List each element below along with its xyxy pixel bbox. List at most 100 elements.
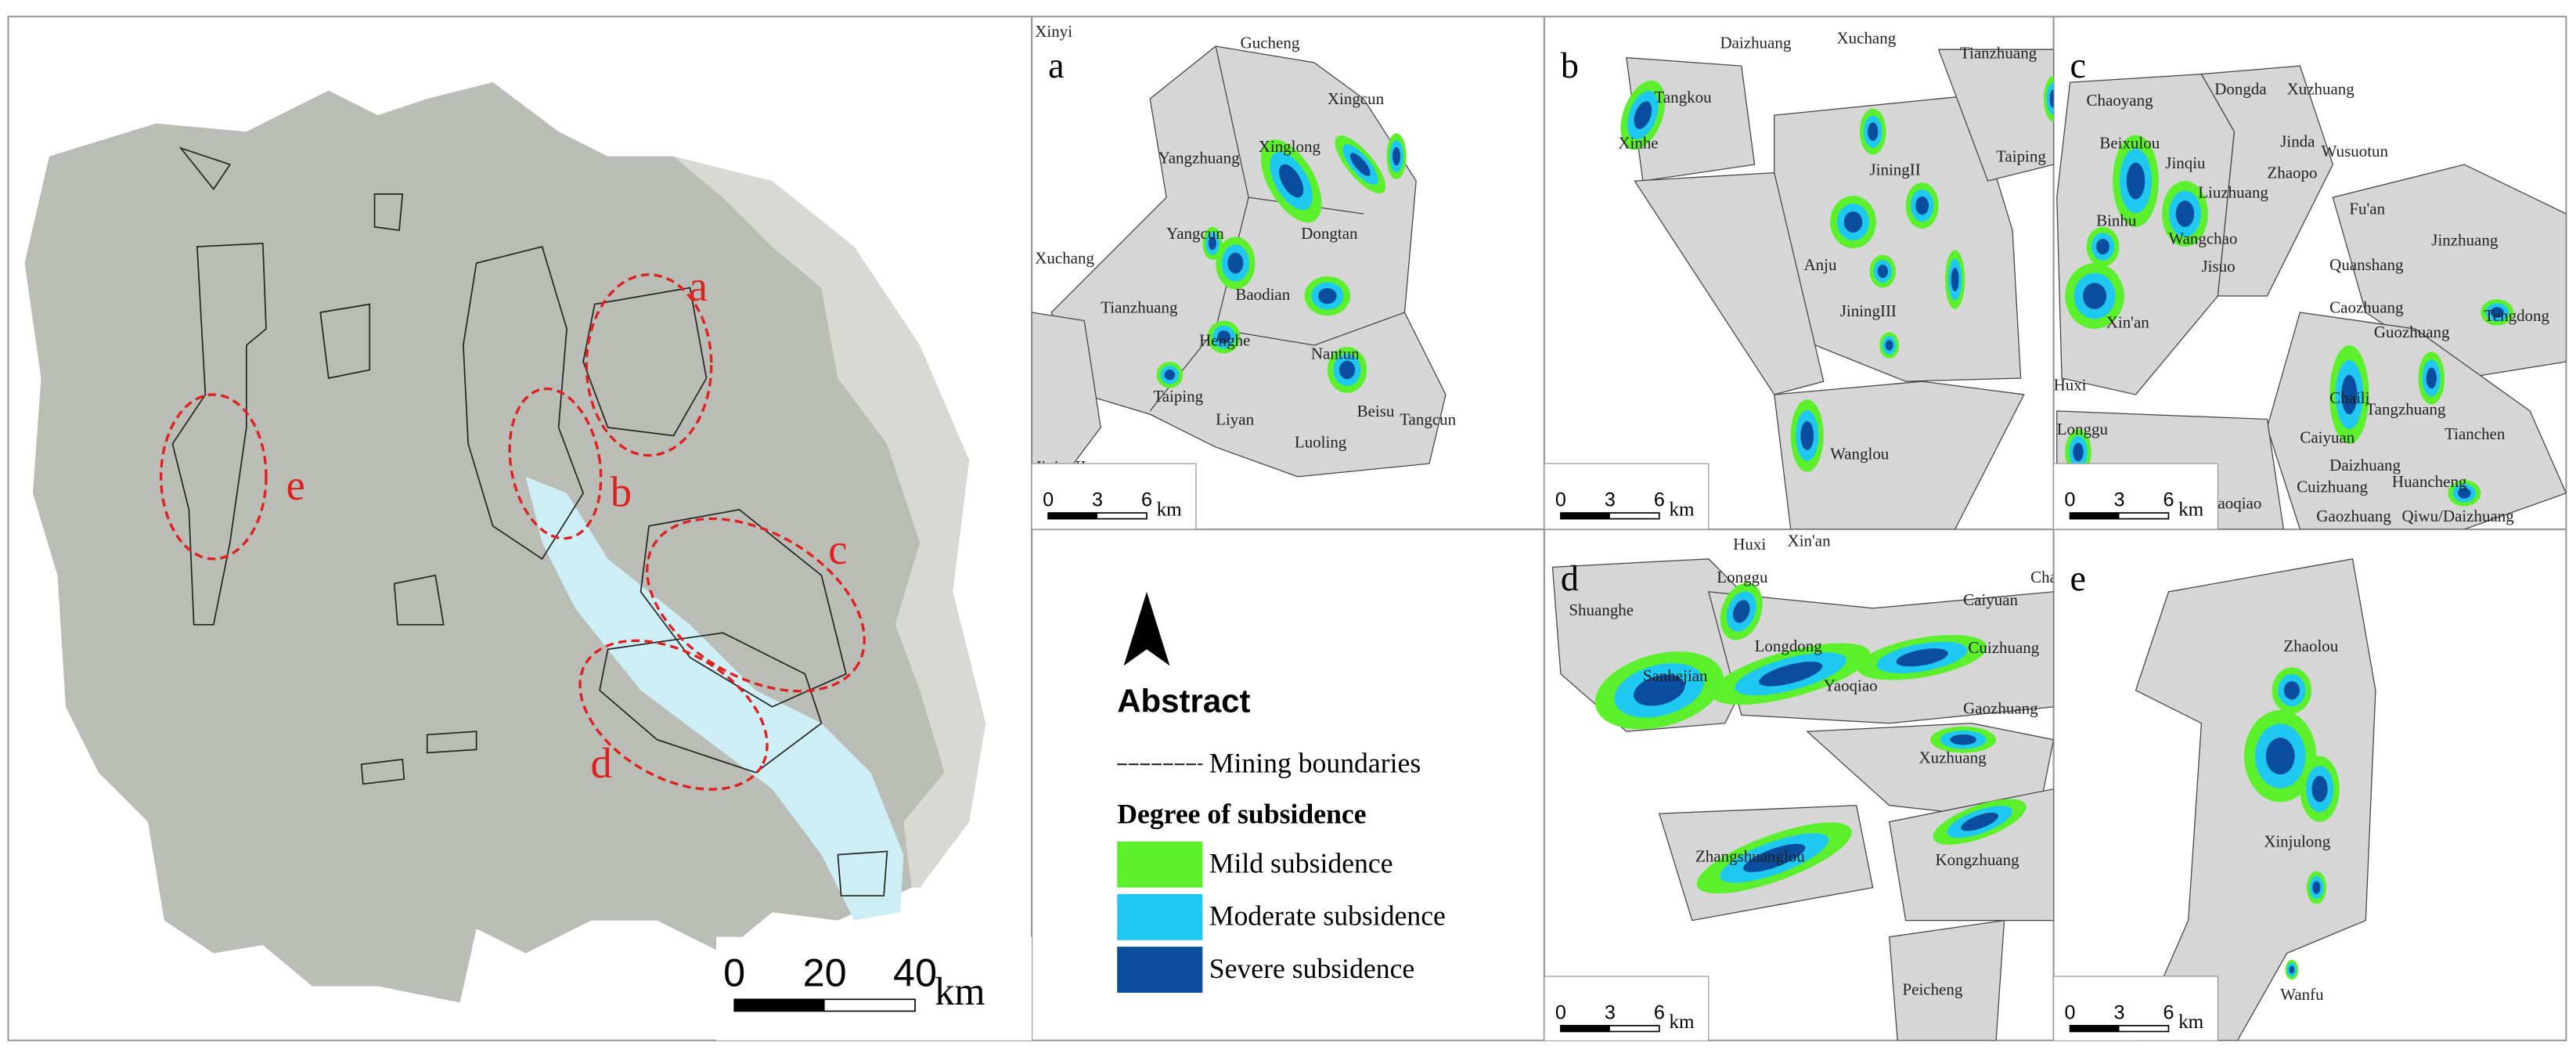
subsidence-patch [1800,420,1814,450]
place-label: Daizhuang [1720,34,1791,52]
subsidence-patch [2082,283,2107,309]
panel-letter: e [2070,558,2087,598]
legend: Abstract Mining boundaries Degree of sub… [1117,591,1421,830]
place-label: Baodian [1235,285,1290,304]
place-label: Shuanghe [1569,601,1634,619]
scale-tick: 0 [2065,1001,2076,1023]
panel-letter: d [1561,558,1579,598]
panel-letter: b [1561,45,1579,85]
scale-bar [2070,513,2120,519]
place-label: Jinda [2280,132,2315,151]
scale-tick: 3 [1605,489,1616,511]
subsidence-patch [2283,680,2300,700]
place-label: Zhaolou [2283,637,2338,655]
place-label: Xin'an [2106,313,2150,332]
place-label: Luoling [1295,433,1347,452]
scale-unit: km [2178,1012,2204,1033]
scale-tick: 6 [2163,489,2174,511]
subsidence-patch [1961,812,1998,832]
place-label: Nantun [1311,344,1360,363]
scale-box [716,936,1032,1041]
place-label: Gaozhuang [1963,699,2038,718]
scale-bar [2070,1025,2120,1032]
place-label: Sanhejian [1643,666,1708,685]
place-label: Tianzhuang [1960,43,2037,62]
panel-e-mines [2135,558,2376,1041]
place-label: Dongda [2214,79,2267,98]
place-label: Yangcun [1166,224,1224,243]
place-label: JiningII [1869,160,1920,179]
scale-bar [1560,1025,1610,1032]
relief [673,156,986,888]
scale-tick: 0 [723,950,745,994]
subsidence-patch [1843,211,1863,233]
overview-map [24,82,986,1003]
subsidence-patch [1885,340,1893,351]
scale-tick: 3 [2114,1001,2125,1023]
legend-swatch [1117,947,1203,993]
place-label: Beixulou [2099,134,2160,153]
subsidence-patch [1227,252,1244,274]
place-label: Wanglou [1830,444,1890,463]
place-label: Tianchen [2444,424,2506,443]
place-label: Tianzhuang [1101,298,1178,317]
place-label: Huancheng [2392,472,2467,491]
subsidence-patch [1217,330,1231,344]
subsidence-patch [2175,200,2195,227]
subsidence-patch [1915,196,1929,215]
panel-labels: Huxi Xin'an Chaili Longgu Caiyuan Shuanghe Lon… [1544,532,2054,1041]
panel-patches [1620,75,2054,472]
place-label: Zhangshuanglou [1695,847,1805,866]
subsidence-patch [2341,374,2358,415]
place-label: Cuizhuang [2297,477,2368,496]
subsidence-patch [1877,265,1889,278]
place-label: Chaoyang [2087,91,2154,110]
subsidence-patch [1867,122,1879,141]
subsidence-patch [1279,164,1304,198]
place-label: Beisu [1357,402,1395,420]
scale-unit: km [2178,499,2204,520]
north-arrow [1123,591,1170,666]
scale-tick: 40 [893,950,937,994]
place-label: Henghe [1199,331,1250,350]
panel-patches [1594,583,2027,894]
place-label: Caiyuan [2300,427,2354,446]
place-label: Cuizhuang [1968,638,2039,657]
boundary-label: Mining boundaries [1209,747,1421,778]
panel-patches [2244,667,2340,980]
scale-unit: km [1669,1012,1695,1033]
place-label: Xinjulong [2264,832,2331,851]
subsidence-patch [1634,674,1685,706]
place-label: Caozhuang [2329,298,2404,317]
place-label: Wanfu [2280,985,2324,1004]
scale-bar [1048,513,1098,519]
subsidence-patch [2049,89,2054,108]
subsidence-patch [1896,648,1948,667]
scale-unit: km [1157,499,1183,520]
place-label: Xingcun [1328,89,1385,108]
focus-ellipses [160,273,866,791]
place-label: Binhu [2096,211,2137,229]
scale-bar [1560,513,1610,519]
place-label: Huxi [1733,535,1766,554]
place-label: Fu'an [2349,200,2385,218]
subsidence-patch [1208,236,1216,251]
scale-tick: 3 [2114,489,2125,511]
place-label: Tengdong [2484,306,2549,325]
place-label: Xuzhuang [2287,79,2355,98]
place-label: Caiyuan [1963,590,2018,609]
place-label: Tangzhuang [2365,400,2446,419]
subsidence-patch [1338,360,1356,380]
place-label: Wusuotun [2322,142,2389,161]
legend-label: Mild subsidence [1209,848,1393,879]
place-label: Tangkou [1655,88,1713,106]
panel-patches [1156,133,1407,393]
place-label: Taiping [1153,387,1203,406]
subsidence-patch [2073,442,2084,462]
subsidence-patch [1759,662,1823,687]
subsidence-patch [2311,775,2328,803]
scale-tick: 3 [1092,489,1103,511]
place-label: Gaozhuang [2316,507,2391,525]
place-label: Longgu [1717,568,1768,586]
